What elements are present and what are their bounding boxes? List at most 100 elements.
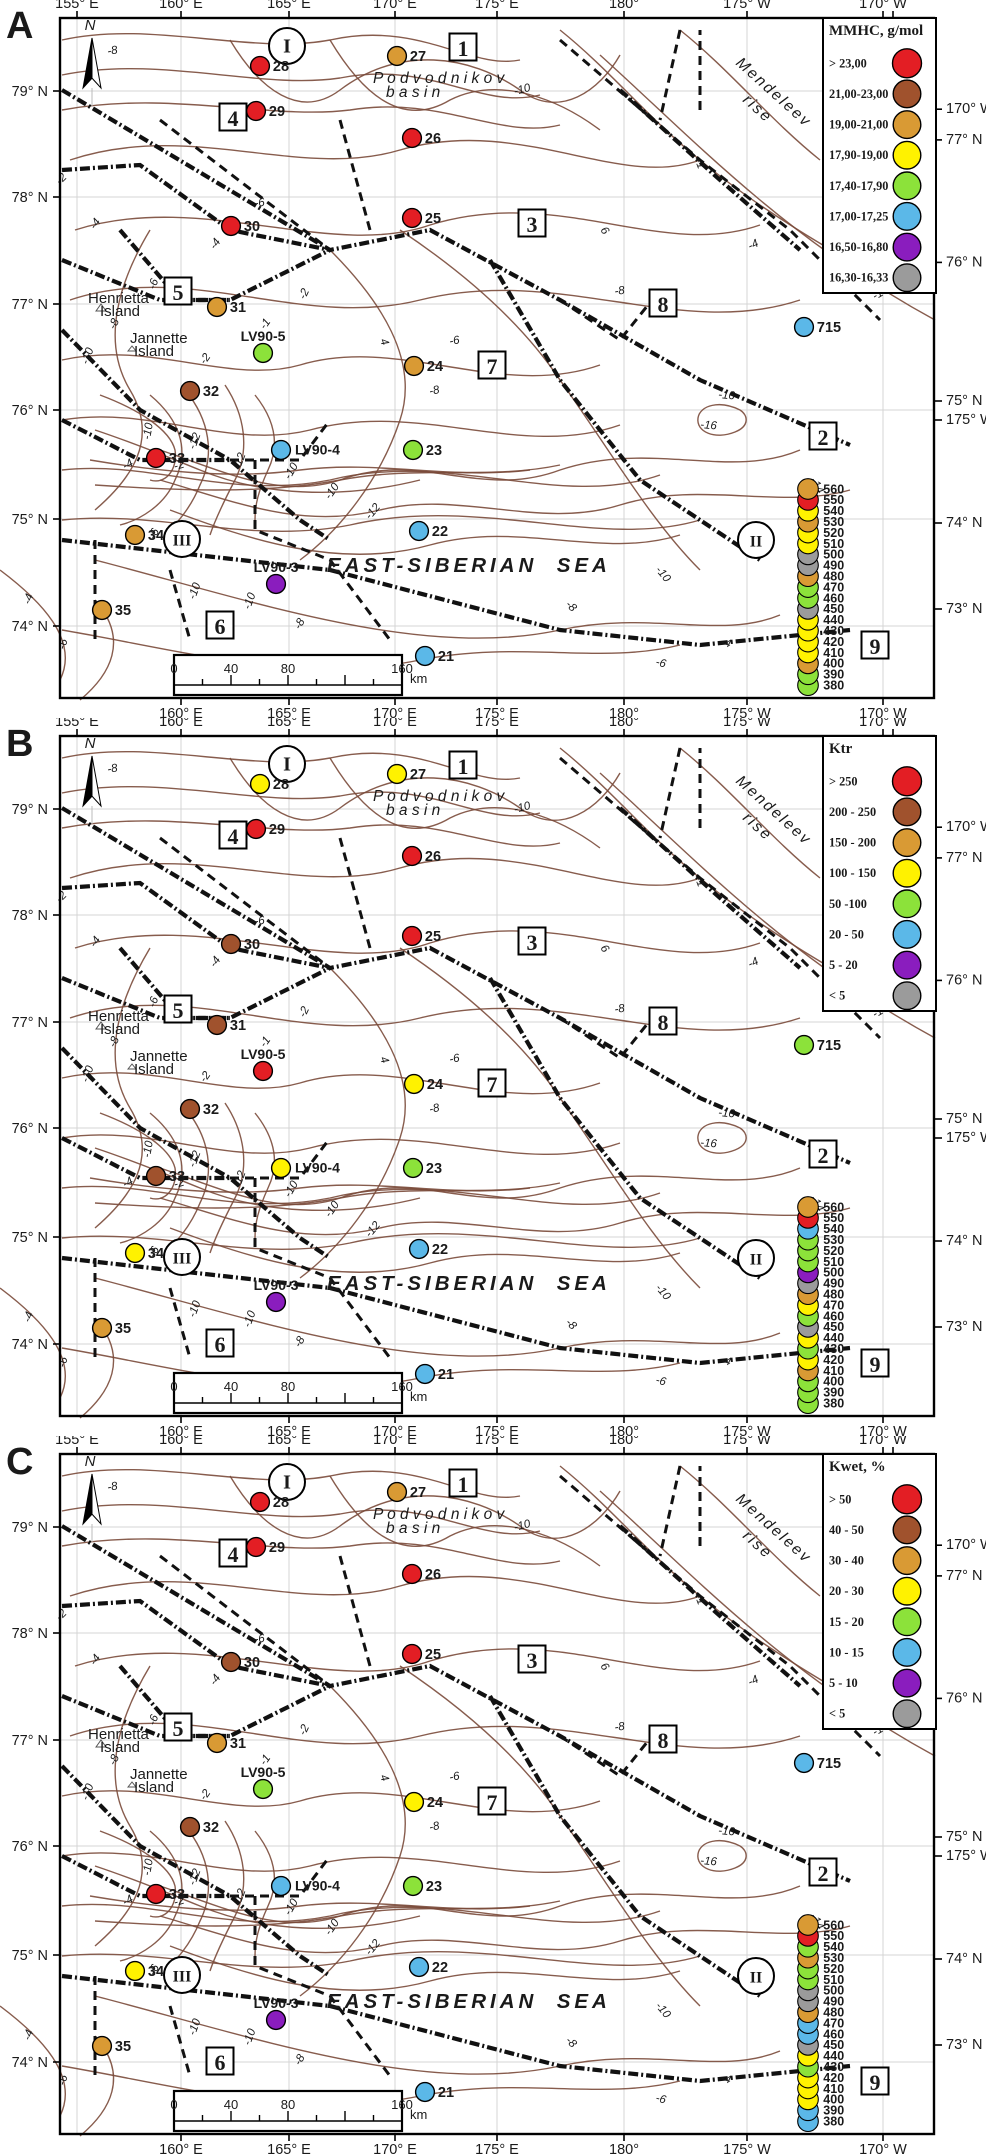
svg-text:29: 29 <box>269 822 285 838</box>
svg-text:N: N <box>85 735 96 752</box>
svg-text:77° N: 77° N <box>946 850 982 866</box>
svg-text:76° N: 76° N <box>946 972 982 988</box>
svg-text:II: II <box>750 534 762 551</box>
svg-text:170° W: 170° W <box>859 0 907 12</box>
svg-text:23: 23 <box>426 1879 442 1895</box>
svg-text:II: II <box>750 1252 762 1269</box>
svg-text:6: 6 <box>215 614 226 639</box>
svg-text:27: 27 <box>410 1485 426 1501</box>
svg-text:Island: Island <box>134 1061 174 1078</box>
svg-text:78° N: 78° N <box>12 908 48 924</box>
svg-text:170° W: 170° W <box>859 2142 907 2155</box>
svg-text:175° W: 175° W <box>946 412 986 428</box>
svg-text:73° N: 73° N <box>946 601 982 617</box>
svg-text:3: 3 <box>527 212 538 237</box>
svg-text:165° E: 165° E <box>267 718 311 730</box>
svg-text:165° E: 165° E <box>267 0 311 12</box>
svg-text:175° W: 175° W <box>723 2142 771 2155</box>
svg-text:715: 715 <box>817 1756 841 1772</box>
svg-text:Island: Island <box>100 1739 140 1756</box>
svg-text:79° N: 79° N <box>12 1520 48 1536</box>
svg-text:0: 0 <box>170 1379 177 1394</box>
svg-text:16,30-16,33: 16,30-16,33 <box>829 271 888 285</box>
svg-text:32: 32 <box>203 1820 219 1836</box>
svg-text:17,00-17,25: 17,00-17,25 <box>829 209 888 223</box>
svg-text:N: N <box>85 1453 96 1470</box>
svg-text:78° N: 78° N <box>12 1626 48 1642</box>
svg-text:73° N: 73° N <box>946 1319 982 1335</box>
svg-text:21: 21 <box>438 649 454 665</box>
svg-text:175° W: 175° W <box>946 1130 986 1146</box>
svg-text:180°: 180° <box>609 0 639 12</box>
svg-text:31: 31 <box>230 1018 246 1034</box>
svg-text:26: 26 <box>425 1567 441 1583</box>
svg-text:180°: 180° <box>609 718 639 730</box>
svg-text:3: 3 <box>527 1648 538 1673</box>
svg-text:28: 28 <box>273 777 289 793</box>
svg-text:155° E: 155° E <box>55 0 99 12</box>
svg-text:75° N: 75° N <box>12 1948 48 1964</box>
svg-text:LV90-4: LV90-4 <box>295 442 340 458</box>
svg-text:5 - 10: 5 - 10 <box>829 1676 858 1690</box>
svg-text:-16: -16 <box>718 1107 736 1120</box>
svg-text:29: 29 <box>269 104 285 120</box>
svg-text:160° E: 160° E <box>159 718 203 730</box>
svg-text:20 - 50: 20 - 50 <box>829 927 864 941</box>
svg-text:170° W: 170° W <box>946 101 986 117</box>
svg-text:75° N: 75° N <box>946 393 982 409</box>
svg-text:C: C <box>6 1441 33 1483</box>
svg-text:25: 25 <box>425 211 441 227</box>
svg-text:km: km <box>410 671 427 686</box>
svg-text:170° W: 170° W <box>859 718 907 730</box>
svg-text:74° N: 74° N <box>12 1337 48 1353</box>
svg-text:80: 80 <box>281 2097 295 2112</box>
svg-text:33: 33 <box>169 1169 185 1185</box>
svg-text:7: 7 <box>487 1790 498 1815</box>
svg-text:33: 33 <box>169 451 185 467</box>
svg-text:75° N: 75° N <box>946 1111 982 1127</box>
svg-text:6: 6 <box>215 1332 226 1357</box>
svg-text:0: 0 <box>170 661 177 676</box>
svg-text:100 - 150: 100 - 150 <box>829 866 876 880</box>
svg-text:5: 5 <box>173 998 184 1023</box>
svg-text:74° N: 74° N <box>946 1233 982 1249</box>
svg-text:II: II <box>750 1970 762 1987</box>
svg-text:2: 2 <box>818 1143 829 1168</box>
svg-text:4: 4 <box>228 106 239 131</box>
svg-text:1: 1 <box>458 754 469 779</box>
svg-text:7: 7 <box>487 1072 498 1097</box>
svg-text:30: 30 <box>244 1655 260 1671</box>
svg-text:175° E: 175° E <box>475 718 519 730</box>
svg-text:LV90-4: LV90-4 <box>295 1878 340 1894</box>
svg-text:2: 2 <box>818 425 829 450</box>
svg-text:160° E: 160° E <box>159 2142 203 2155</box>
svg-text:23: 23 <box>426 1161 442 1177</box>
svg-text:III: III <box>173 1251 192 1268</box>
svg-text:17,40-17,90: 17,40-17,90 <box>829 179 888 193</box>
svg-text:LV90-3: LV90-3 <box>254 1995 299 2011</box>
svg-text:160° E: 160° E <box>159 1436 203 1448</box>
svg-text:76° N: 76° N <box>946 1690 982 1706</box>
svg-text:B: B <box>6 723 33 765</box>
svg-text:15 - 20: 15 - 20 <box>829 1615 864 1629</box>
svg-text:170° W: 170° W <box>946 1537 986 1553</box>
svg-text:8: 8 <box>658 292 669 317</box>
svg-text:79° N: 79° N <box>12 84 48 100</box>
svg-text:175° E: 175° E <box>475 1436 519 1448</box>
svg-text:Kwet, %: Kwet, % <box>829 1459 886 1475</box>
svg-text:155° E: 155° E <box>55 718 99 730</box>
svg-text:26: 26 <box>425 849 441 865</box>
svg-text:75° N: 75° N <box>12 1230 48 1246</box>
svg-text:75° N: 75° N <box>12 512 48 528</box>
svg-text:170° E: 170° E <box>373 1436 417 1448</box>
svg-text:A: A <box>6 5 33 47</box>
svg-text:9: 9 <box>870 2070 881 2095</box>
svg-text:21: 21 <box>438 1367 454 1383</box>
svg-text:77° N: 77° N <box>12 297 48 313</box>
svg-text:715: 715 <box>817 1038 841 1054</box>
svg-text:31: 31 <box>230 1736 246 1752</box>
svg-text:LV90-3: LV90-3 <box>254 559 299 575</box>
svg-text:5: 5 <box>173 1716 184 1741</box>
svg-text:Island: Island <box>100 303 140 320</box>
svg-text:40: 40 <box>224 2097 238 2112</box>
